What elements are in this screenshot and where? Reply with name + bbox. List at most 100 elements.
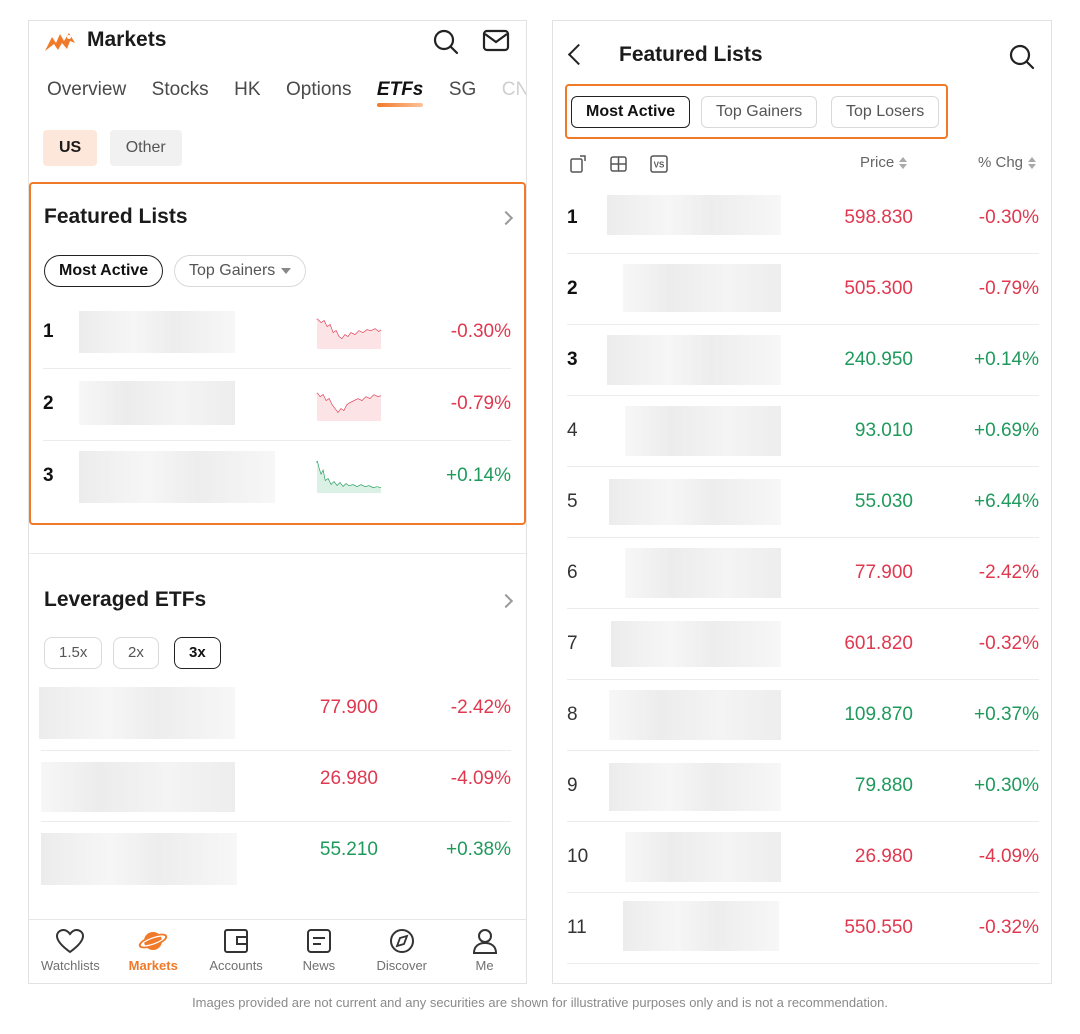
table-row[interactable]: 6 77.900 -2.42%: [567, 538, 1039, 609]
table-row[interactable]: 77.900 -2.42%: [39, 679, 511, 751]
price: 601.820: [844, 633, 913, 654]
rank: 6: [567, 562, 578, 583]
list-item[interactable]: 1 -0.30%: [43, 297, 511, 369]
nav-label: Accounts: [209, 958, 263, 973]
leverage-1-5x-chip[interactable]: 1.5x: [44, 637, 103, 669]
grid-icon[interactable]: [609, 154, 629, 174]
rank: 3: [43, 465, 54, 486]
region-us-chip[interactable]: US: [43, 130, 98, 166]
region-other-chip[interactable]: Other: [109, 130, 182, 166]
tab-sg[interactable]: SG: [448, 79, 477, 100]
tab-top-gainers[interactable]: Top Gainers: [701, 96, 818, 128]
table-row[interactable]: 1 598.830 -0.30%: [567, 183, 1039, 254]
list-item[interactable]: 2 -0.79%: [43, 369, 511, 441]
chevron-right-icon[interactable]: [498, 593, 514, 609]
sort-icon: [899, 157, 907, 169]
list-item[interactable]: 3 +0.14%: [43, 441, 511, 513]
tab-top-losers[interactable]: Top Losers: [831, 96, 940, 128]
redacted-symbol: [625, 406, 781, 456]
tab-hk[interactable]: HK: [234, 79, 261, 100]
tab-cn[interactable]: CN: [501, 79, 527, 100]
document-icon: [306, 929, 331, 953]
price: 26.980: [319, 768, 378, 789]
back-arrow-icon[interactable]: [567, 43, 590, 66]
redacted-symbol: [625, 548, 781, 598]
rank: 7: [567, 633, 578, 654]
table-row[interactable]: 11 550.550 -0.32%: [567, 893, 1039, 964]
nav-accounts[interactable]: Accounts: [195, 920, 278, 983]
price-header-label: Price: [860, 154, 895, 171]
page-title: Featured Lists: [619, 43, 763, 66]
region-selector: US Other: [43, 130, 190, 166]
nav-watchlists[interactable]: Watchlists: [29, 920, 112, 983]
rotate-icon[interactable]: [569, 154, 589, 174]
change-percent: -4.09%: [450, 768, 511, 789]
rank: 4: [567, 420, 578, 441]
redacted-symbol: [611, 621, 781, 667]
tab-overview[interactable]: Overview: [47, 79, 127, 100]
featured-lists-title[interactable]: Featured Lists: [44, 205, 188, 228]
table-row[interactable]: 3 240.950 +0.14%: [567, 325, 1039, 396]
mail-icon[interactable]: [482, 28, 510, 54]
table-row[interactable]: 5 55.030 +6.44%: [567, 467, 1039, 538]
sort-icon: [1028, 157, 1036, 169]
change-percent: -0.79%: [450, 393, 511, 414]
nav-label: Discover: [376, 958, 428, 973]
caret-down-icon: [281, 267, 292, 274]
tab-etfs[interactable]: ETFs: [376, 79, 424, 107]
table-row[interactable]: 26.980 -4.09%: [41, 750, 511, 822]
top-gainers-label: Top Gainers: [189, 262, 276, 279]
table-row[interactable]: 55.210 +0.38%: [41, 821, 511, 893]
redacted-symbol: [609, 763, 781, 811]
price: 505.300: [844, 278, 913, 299]
change-percent: +6.44%: [974, 491, 1039, 512]
most-active-filter[interactable]: Most Active: [44, 255, 164, 287]
tab-options[interactable]: Options: [285, 79, 352, 100]
heart-icon: [56, 928, 85, 954]
price-column-header[interactable]: Price: [860, 154, 907, 171]
nav-discover[interactable]: Discover: [360, 920, 443, 983]
table-row[interactable]: 7 601.820 -0.32%: [567, 609, 1039, 680]
tab-stocks[interactable]: Stocks: [151, 79, 209, 100]
redacted-symbol: [41, 762, 235, 812]
table-row[interactable]: 8 109.870 +0.37%: [567, 680, 1039, 751]
featured-lists-screen: Featured Lists Most Active Top Gainers T…: [552, 20, 1052, 984]
rank: 10: [567, 846, 589, 867]
table-row[interactable]: 2 505.300 -0.79%: [567, 254, 1039, 325]
nav-label: News: [302, 958, 336, 973]
nav-me[interactable]: Me: [443, 920, 526, 983]
moomoo-logo-icon: [45, 33, 75, 51]
change-percent: +0.38%: [446, 839, 511, 860]
nav-news[interactable]: News: [277, 920, 360, 983]
change-percent: -0.30%: [450, 321, 511, 342]
app-header: Markets: [29, 21, 526, 65]
change-header-label: % Chg: [978, 154, 1024, 171]
top-gainers-dropdown[interactable]: Top Gainers: [174, 255, 307, 287]
rank: 9: [567, 775, 578, 796]
price: 77.900: [854, 562, 913, 583]
leveraged-etfs-title[interactable]: Leveraged ETFs: [44, 588, 207, 611]
redacted-symbol: [609, 690, 781, 740]
rank: 2: [567, 278, 578, 299]
leverage-3x-chip[interactable]: 3x: [174, 637, 221, 669]
leverage-2x-chip[interactable]: 2x: [113, 637, 159, 669]
nav-label: Markets: [128, 958, 178, 973]
price: 550.550: [844, 917, 913, 938]
nav-markets[interactable]: Markets: [112, 920, 195, 983]
rank: 1: [567, 207, 578, 228]
price: 55.210: [319, 839, 378, 860]
wallet-icon: [224, 929, 249, 953]
table-row[interactable]: 4 93.010 +0.69%: [567, 396, 1039, 467]
rank: 2: [43, 393, 54, 414]
change-column-header[interactable]: % Chg: [978, 154, 1036, 171]
search-icon[interactable]: [1008, 43, 1036, 71]
table-row[interactable]: 9 79.880 +0.30%: [567, 751, 1039, 822]
compare-icon[interactable]: VS: [649, 154, 669, 174]
sparkline-chart: [316, 392, 382, 421]
table-row[interactable]: 10 26.980 -4.09%: [567, 822, 1039, 893]
markets-screen: Markets Overview Stocks HK Options ETFs …: [28, 20, 527, 984]
compare-label: VS: [654, 161, 665, 170]
change-percent: -2.42%: [978, 562, 1039, 583]
tab-most-active[interactable]: Most Active: [571, 96, 691, 128]
search-icon[interactable]: [432, 28, 460, 56]
